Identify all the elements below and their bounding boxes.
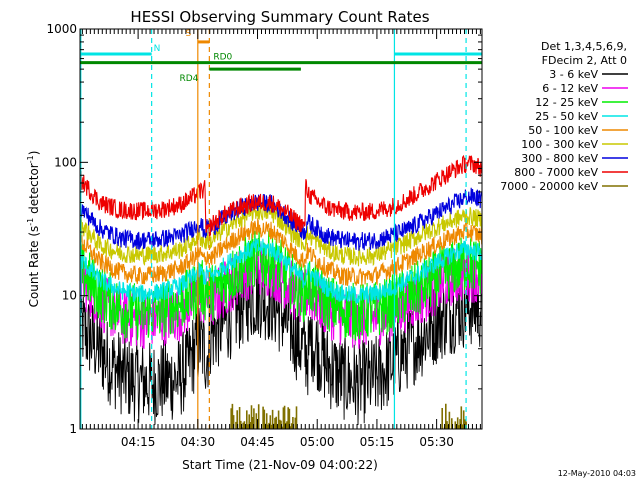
x-tick-label: 04:45	[240, 435, 275, 449]
x-tick-label: 04:15	[121, 435, 156, 449]
y-tick-label: 100	[54, 155, 77, 169]
plot-area: N S RD0 RD4 1 10 100 1000 04:15 04:30 04:45 05:00 05…	[46, 22, 483, 449]
legend-label-3-6-kev: 3 - 6 keV	[549, 68, 598, 81]
y-axis-label-mid: detector	[27, 163, 41, 218]
legend-label-7000-20000-kev: 7000 - 20000 keV	[500, 180, 598, 193]
y-axis-label-sup2: -1	[26, 155, 35, 163]
footer-date: 12-May-2010 04:03	[558, 469, 636, 478]
x-tick-label: 04:30	[181, 435, 216, 449]
legend-label-300-800-kev: 300 - 800 keV	[521, 152, 598, 165]
burst-7000-20000-kev-2	[262, 405, 299, 429]
flag-label-rd0: RD0	[213, 53, 232, 63]
legend-label-6-12-kev: 6 - 12 keV	[542, 82, 598, 95]
legend-label-800-7000-kev: 800 - 7000 keV	[514, 166, 598, 179]
y-axis-label-main: Count Rate (s	[27, 226, 41, 308]
y-tick-label: 10	[62, 289, 77, 303]
x-tick-label: 05:00	[300, 435, 335, 449]
flag-label-s: S	[185, 29, 191, 39]
burst-7000-20000-kev-3	[441, 403, 467, 429]
legend-label-12-25-kev: 12 - 25 keV	[535, 96, 598, 109]
legend-label-50-100-kev: 50 - 100 keV	[528, 124, 598, 137]
y-axis-label-end: )	[27, 151, 41, 156]
series-25-50-kev	[80, 238, 482, 305]
series-100-300-kev	[80, 202, 482, 267]
legend-label-100-300-kev: 100 - 300 keV	[521, 138, 598, 151]
chart-title: HESSI Observing Summary Count Rates	[130, 8, 429, 26]
x-tick-label: 05:15	[360, 435, 395, 449]
plot-inner	[80, 29, 482, 429]
legend: Det 1,3,4,5,6,9, FDecim 2, Att 0 3 - 6 k…	[500, 40, 628, 193]
y-axis-label-sup1: -1	[26, 218, 35, 226]
legend-header-detectors: Det 1,3,4,5,6,9,	[541, 40, 627, 53]
y-tick-label: 1000	[46, 22, 77, 36]
series-12-25-kev	[80, 230, 482, 341]
legend-header-fdecim: FDecim 2, Att 0	[542, 54, 627, 67]
x-tick-label: 05:30	[419, 435, 454, 449]
legend-label-25-50-kev: 25 - 50 keV	[535, 110, 598, 123]
y-tick-label: 1	[69, 422, 77, 436]
x-axis-label: Start Time (21-Nov-09 04:00:22)	[182, 458, 378, 472]
flag-label-rd4: RD4	[180, 74, 199, 84]
series-3-6-kev	[80, 260, 482, 426]
series-800-7000-kev	[80, 154, 482, 238]
y-axis-label: Count Rate (s-1 detector-1)	[26, 151, 41, 308]
flag-label-n: N	[154, 44, 161, 54]
burst-7000-20000-kev-1	[230, 403, 260, 429]
series-50-100-kev	[80, 217, 482, 287]
